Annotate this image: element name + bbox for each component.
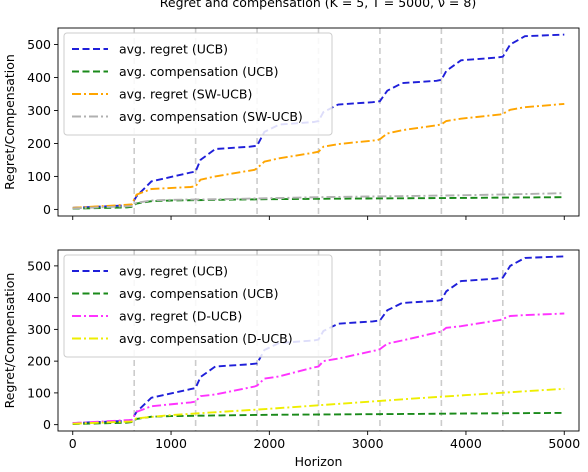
y-tick-label: 400: [27, 70, 51, 85]
legend-label: avg. regret (D-UCB): [119, 309, 242, 324]
y-tick-label: 100: [27, 169, 51, 184]
series-line-4: [72, 192, 565, 210]
legend: avg. regret (UCB) avg. compensation (UCB)…: [63, 32, 333, 136]
y-tick-label: 300: [27, 103, 51, 118]
series-line-3: [72, 312, 565, 425]
y-tick-label: 0: [43, 417, 51, 432]
chart-title: Regret and compensation (K = 5, T = 5000…: [160, 0, 476, 10]
legend-label: avg. compensation (SW-UCB): [119, 109, 303, 124]
y-tick-label: 200: [27, 136, 51, 151]
x-tick-label: 0: [69, 436, 77, 451]
y-axis-label: Regret/Compensation: [2, 54, 17, 190]
legend-label: avg. compensation (UCB): [119, 64, 278, 79]
y-axis-label: Regret/Compensation: [2, 273, 17, 409]
x-tick-label: 5000: [548, 436, 580, 451]
top-panel: 0 100 200 300 400 500 Regret/Compensation avg. …: [2, 27, 580, 220]
y-tick-label: 100: [27, 385, 51, 400]
legend-label: avg. regret (UCB): [119, 42, 228, 57]
legend-label: avg. regret (SW-UCB): [119, 87, 252, 102]
x-tick-label: 1000: [155, 436, 187, 451]
legend-label: avg. compensation (UCB): [119, 286, 278, 301]
series-line-4: [72, 387, 565, 425]
y-tick-label: 500: [27, 37, 51, 52]
y-tick-label: 0: [43, 202, 51, 217]
series-line-1: [72, 255, 565, 425]
y-tick-label: 400: [27, 290, 51, 305]
x-tick-label: 4000: [450, 436, 482, 451]
legend-label: avg. compensation (D-UCB): [119, 331, 293, 346]
y-tick-label: 200: [27, 354, 51, 369]
legend-box: [63, 32, 333, 136]
y-tick-label: 300: [27, 322, 51, 337]
y-tick-label: 500: [27, 258, 51, 273]
series-line-2: [72, 411, 565, 425]
x-axis-label: Horizon: [295, 454, 343, 469]
plot-frame: [57, 27, 580, 217]
legend-box: [63, 254, 333, 358]
x-tick-label: 3000: [352, 436, 384, 451]
plot-frame: [57, 249, 580, 432]
series-line-3: [72, 102, 565, 209]
x-tick-label: 2000: [253, 436, 285, 451]
legend-label: avg. regret (UCB): [119, 264, 228, 279]
legend: avg. regret (UCB) avg. compensation (UCB)…: [63, 254, 333, 358]
